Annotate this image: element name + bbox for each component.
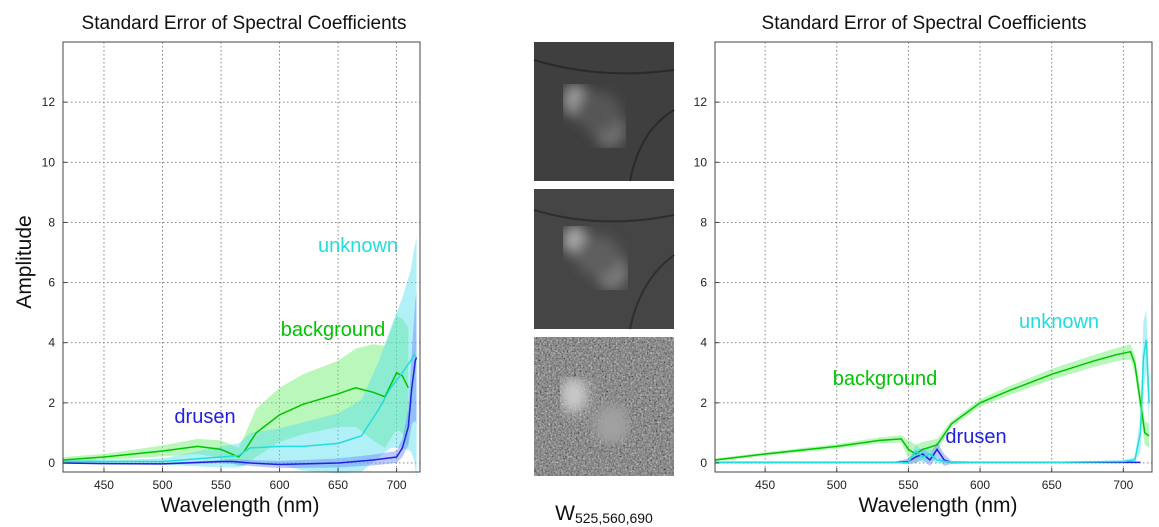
x-tick-label: 700 [1113, 478, 1133, 492]
x-tick-label: 450 [94, 478, 114, 492]
x-axis-label: Wavelength (nm) [160, 494, 319, 517]
series-label-unknown: unknown [318, 235, 398, 257]
fundus-image-1 [533, 42, 675, 182]
y-tick-label: 2 [48, 396, 55, 410]
error-band-unknown [63, 237, 417, 478]
y-tick-label: 4 [48, 336, 55, 350]
y-tick-label: 10 [694, 155, 708, 169]
x-tick-label: 700 [387, 478, 407, 492]
image-strip: W525,560,690 [533, 42, 675, 526]
x-tick-label: 650 [1042, 478, 1062, 492]
plot-frame [714, 41, 1153, 473]
y-tick-label: 12 [42, 95, 56, 109]
series-label-background: background [833, 368, 938, 390]
y-tick-label: 4 [700, 336, 707, 350]
fundus-image-3-noisy [534, 337, 674, 476]
error-band-background [63, 315, 409, 466]
fundus-image-2 [533, 189, 675, 330]
y-tick-label: 8 [700, 215, 707, 229]
chart-right: Standard Error of Spectral Coefficients … [694, 13, 1153, 517]
series-label-background: background [281, 319, 386, 341]
error-band-drusen [715, 441, 1141, 466]
x-axis-label: Wavelength (nm) [858, 494, 1017, 517]
error-band-background [715, 344, 1150, 463]
y-tick-label: 6 [48, 276, 55, 290]
y-tick-label: 8 [48, 215, 55, 229]
x-tick-label: 500 [152, 478, 172, 492]
x-tick-label: 600 [970, 478, 990, 492]
y-tick-label: 0 [48, 456, 55, 470]
plot-frame [62, 41, 421, 473]
x-tick-label: 500 [827, 478, 847, 492]
y-tick-label: 0 [700, 456, 707, 470]
y-tick-label: 12 [694, 95, 708, 109]
y-tick-label: 2 [700, 396, 707, 410]
series-line-unknown [63, 353, 418, 463]
caption-subscript: 525,560,690 [575, 510, 653, 526]
y-axis-label: Amplitude [13, 215, 36, 308]
image-caption: W525,560,690 [555, 502, 653, 526]
series-label-unknown: unknown [1019, 311, 1099, 333]
series-label-drusen: drusen [174, 406, 235, 428]
series-line-drusen [62, 357, 418, 466]
series-line-background [62, 371, 409, 461]
caption-main: W [555, 502, 575, 525]
x-tick-label: 550 [211, 478, 231, 492]
series-line-unknown [715, 339, 1150, 464]
x-tick-label: 550 [898, 478, 918, 492]
chart-left: Standard Error of Spectral Coefficients … [13, 13, 421, 517]
series-line-background [714, 350, 1150, 461]
chart-title: Standard Error of Spectral Coefficients [82, 13, 407, 34]
x-tick-label: 600 [270, 478, 290, 492]
x-tick-label: 650 [328, 478, 348, 492]
chart-title: Standard Error of Spectral Coefficients [762, 13, 1087, 34]
series-label-drusen: drusen [945, 426, 1006, 448]
x-tick-label: 450 [755, 478, 775, 492]
y-tick-label: 10 [42, 155, 56, 169]
y-tick-label: 6 [700, 276, 707, 290]
